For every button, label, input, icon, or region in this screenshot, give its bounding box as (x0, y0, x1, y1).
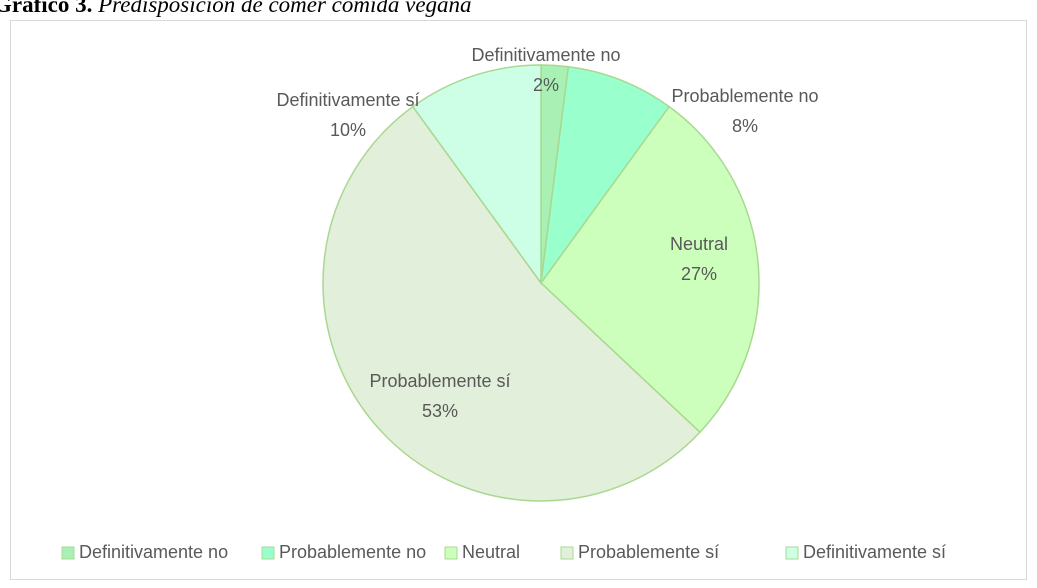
slice-label-name: Neutral (670, 234, 728, 254)
legend-swatch (61, 546, 75, 560)
legend-label: Definitivamente sí (803, 542, 946, 562)
slice-label-value: 10% (330, 120, 366, 140)
slice-label-value: 27% (681, 264, 717, 284)
pie-slice (322, 105, 701, 502)
title-label: Gráfico 3. (0, 0, 92, 17)
slice-label-name: Definitivamente no (471, 45, 620, 65)
pie-slice (411, 64, 542, 286)
legend-swatch (261, 546, 275, 560)
slice-label-name: Definitivamente sí (276, 90, 419, 110)
legend-label: Definitivamente no (79, 542, 228, 562)
legend-label: Probablemente no (279, 542, 426, 562)
pie-slice (540, 105, 760, 434)
slice-label-name: Probablemente no (671, 86, 818, 106)
legend-swatch (785, 546, 799, 560)
title-text: Predisposición de comer comida vegana (97, 0, 471, 17)
pie-slice (540, 65, 671, 284)
legend-swatch (444, 546, 458, 560)
chart-frame (10, 20, 1027, 580)
chart-title: Gráfico 3. Predisposición de comer comid… (0, 0, 472, 17)
slice-label-name: Probablemente sí (369, 371, 510, 391)
slice-label-value: 2% (533, 75, 559, 95)
slice-label-value: 53% (422, 401, 458, 421)
legend-swatch (560, 546, 574, 560)
slice-label-value: 8% (732, 116, 758, 136)
legend-label: Neutral (462, 542, 520, 562)
legend-label: Probablemente sí (578, 542, 719, 562)
